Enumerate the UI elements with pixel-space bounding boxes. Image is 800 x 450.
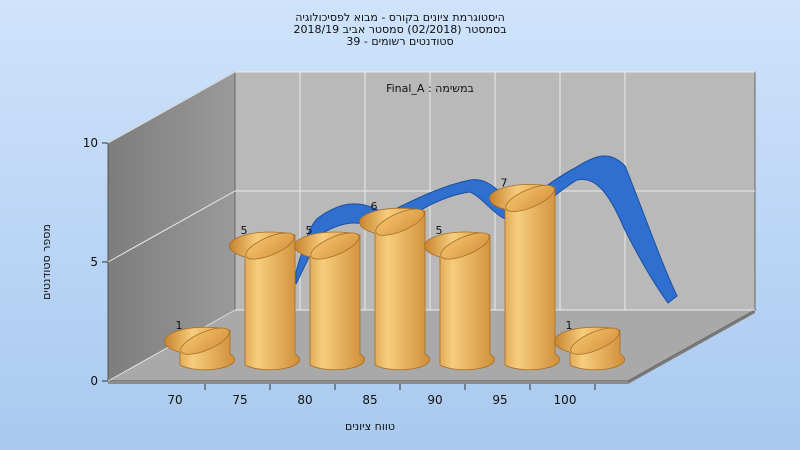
data-label: 5	[306, 224, 313, 237]
x-tick-label: 75	[232, 393, 247, 407]
gridline-side	[107, 71, 236, 144]
floor-front-edge	[108, 381, 628, 384]
bars	[164, 184, 626, 371]
chart-title: היסטוגרמת ציונים בקורס - מבוא לפסיכולוגי…	[0, 12, 800, 48]
x-tick-label: 90	[427, 393, 442, 407]
x-axis-title: טווח ציונים	[345, 420, 395, 433]
x-tick-label: 95	[492, 393, 507, 407]
bar-top	[505, 184, 555, 212]
bar-top	[570, 327, 620, 355]
data-label: 1	[176, 319, 183, 332]
bar-top	[440, 232, 490, 260]
chart-title-line-3: סטודנטים רשומים - 39	[346, 35, 454, 48]
chart-title-line-2: בסמסטר (02/2018) סמסטר אביב 2018/19	[293, 23, 507, 36]
data-label: 5	[436, 224, 443, 237]
chart-title-line-1: היסטוגרמת ציונים בקורס - מבוא לפסיכולוגי…	[295, 11, 505, 24]
y-axis-title: מספר סטודנטים	[40, 224, 53, 300]
x-tick-label: 70	[167, 393, 182, 407]
bar-top	[375, 208, 425, 236]
data-label: 5	[241, 224, 248, 237]
x-tick-label: 85	[362, 393, 377, 407]
y-tick-label: 10	[83, 136, 98, 150]
annotation-label: במשימה : Final_A	[386, 82, 474, 95]
data-label: 1	[566, 319, 573, 332]
y-tick-label: 0	[90, 374, 98, 388]
y-tick-label: 5	[90, 255, 98, 269]
bar-top	[245, 232, 295, 260]
data-label: 6	[371, 200, 378, 213]
data-label: 7	[501, 176, 508, 189]
floor-right-edge	[628, 310, 755, 384]
data-labels: 1 5 5 6 5 7 1	[176, 176, 573, 332]
x-tick-label: 80	[297, 393, 312, 407]
gridline-side	[107, 190, 236, 263]
x-tick-label: 100	[554, 393, 577, 407]
bar-top	[310, 232, 360, 260]
bar-top	[180, 327, 230, 355]
